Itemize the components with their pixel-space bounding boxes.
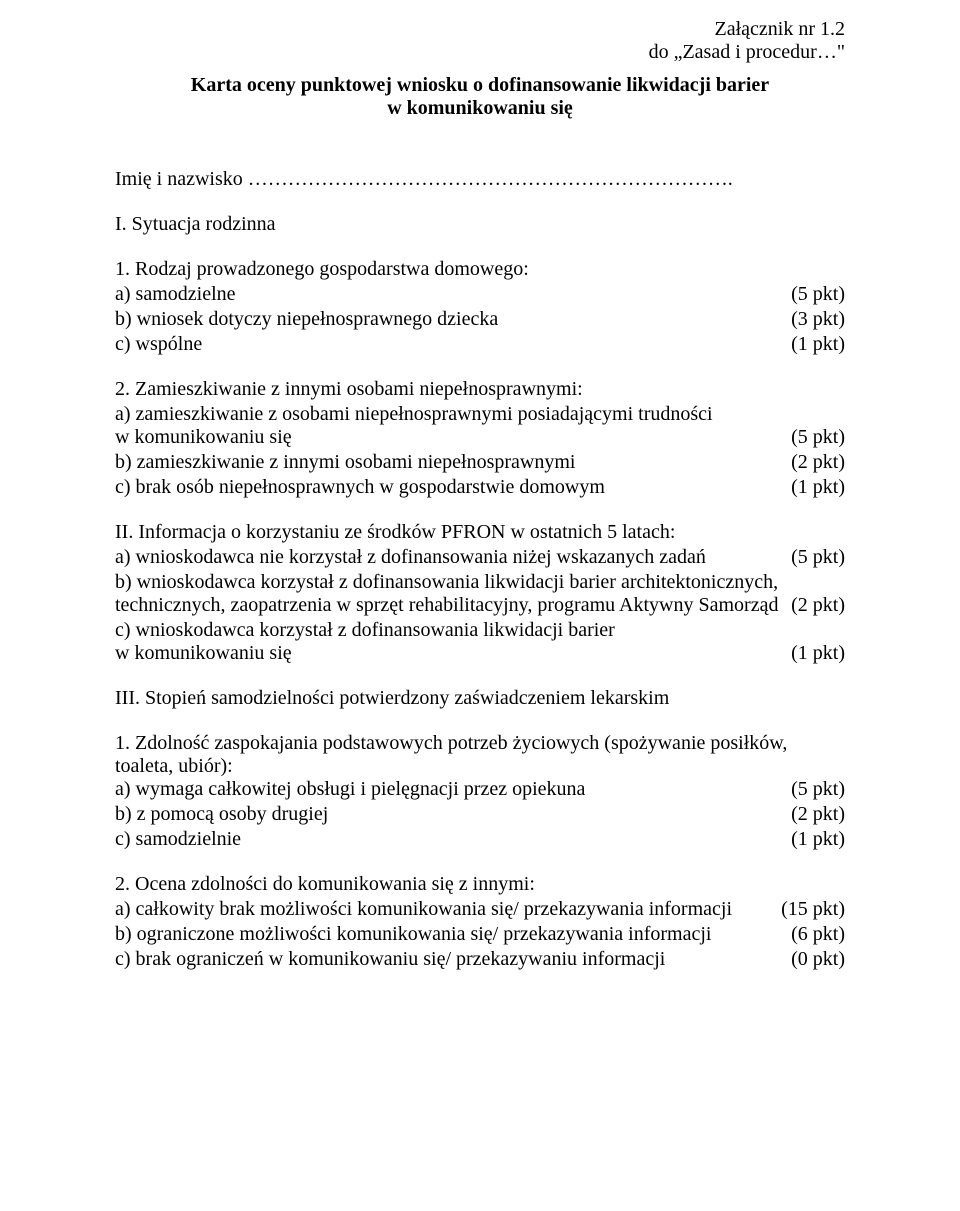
q1-b: b) wniosek dotyczy niepełnosprawnego dzi… xyxy=(115,308,845,331)
q2-a-line1: a) zamieszkiwanie z osobami niepełnospra… xyxy=(115,403,845,426)
section-iii-q1: 1. Zdolność zaspokajania podstawowych po… xyxy=(115,732,845,851)
section-ii: II. Informacja o korzystaniu ze środków … xyxy=(115,521,845,665)
ii-c-line2: w komunikowaniu się (1 pkt) xyxy=(115,642,845,665)
iii-q1-c-label: c) samodzielnie xyxy=(115,828,781,851)
iii-q2-b-label: b) ograniczone możliwości komunikowania … xyxy=(115,923,781,946)
q2-a-line2: w komunikowaniu się (5 pkt) xyxy=(115,426,845,449)
ii-c-line1: c) wnioskodawca korzystał z dofinansowan… xyxy=(115,619,845,642)
iii-q2-c-label: c) brak ograniczeń w komunikowaniu się/ … xyxy=(115,948,781,971)
iii-q2-b: b) ograniczone możliwości komunikowania … xyxy=(115,923,845,946)
q2-b: b) zamieszkiwanie z innymi osobami niepe… xyxy=(115,451,845,474)
q2-lead: 2. Zamieszkiwanie z innymi osobami niepe… xyxy=(115,378,845,401)
q2-b-label: b) zamieszkiwanie z innymi osobami niepe… xyxy=(115,451,781,474)
ii-b-line2: technicznych, zaopatrzenia w sprzęt reha… xyxy=(115,594,845,617)
section-i-q1: 1. Rodzaj prowadzonego gospodarstwa domo… xyxy=(115,258,845,356)
ii-a: a) wnioskodawca nie korzystał z dofinans… xyxy=(115,546,845,569)
iii-q2-b-pts: (6 pkt) xyxy=(781,923,845,946)
iii-q2-a-pts: (15 pkt) xyxy=(771,898,845,921)
section-iii-q2: 2. Ocena zdolności do komunikowania się … xyxy=(115,873,845,971)
q2-a-line2-pts: (5 pkt) xyxy=(781,426,845,449)
q2-c-label: c) brak osób niepełnosprawnych w gospoda… xyxy=(115,476,781,499)
q2-a-line2-label: w komunikowaniu się xyxy=(115,426,781,449)
ii-lead: II. Informacja o korzystaniu ze środków … xyxy=(115,521,845,544)
q2-b-pts: (2 pkt) xyxy=(781,451,845,474)
iii-q1-c-pts: (1 pkt) xyxy=(781,828,845,851)
iii-q1-a-label: a) wymaga całkowitej obsługi i pielęgnac… xyxy=(115,778,781,801)
name-line: Imię i nazwisko ………………………………………………………………… xyxy=(115,168,845,191)
iii-q1-b-label: b) z pomocą osoby drugiej xyxy=(115,803,781,826)
section-iii-heading: III. Stopień samodzielności potwierdzony… xyxy=(115,687,845,710)
ii-a-label: a) wnioskodawca nie korzystał z dofinans… xyxy=(115,546,781,569)
document-title: Karta oceny punktowej wniosku o dofinans… xyxy=(115,74,845,120)
q1-c-label: c) wspólne xyxy=(115,333,781,356)
iii-q2-c: c) brak ograniczeń w komunikowaniu się/ … xyxy=(115,948,845,971)
iii-q2-a: a) całkowity brak możliwości komunikowan… xyxy=(115,898,845,921)
ii-c-line2-pts: (1 pkt) xyxy=(781,642,845,665)
title-line1: Karta oceny punktowej wniosku o dofinans… xyxy=(115,74,845,97)
title-line2: w komunikowaniu się xyxy=(115,97,845,120)
ii-a-pts: (5 pkt) xyxy=(781,546,845,569)
q1-a: a) samodzielne (5 pkt) xyxy=(115,283,845,306)
q1-a-pts: (5 pkt) xyxy=(781,283,845,306)
q2-c-pts: (1 pkt) xyxy=(781,476,845,499)
iii-q1-lead2: toaleta, ubiór): xyxy=(115,755,845,778)
iii-q1-c: c) samodzielnie (1 pkt) xyxy=(115,828,845,851)
spacer xyxy=(115,148,845,168)
q1-c-pts: (1 pkt) xyxy=(781,333,845,356)
q2-c: c) brak osób niepełnosprawnych w gospoda… xyxy=(115,476,845,499)
iii-q1-b-pts: (2 pkt) xyxy=(781,803,845,826)
q1-a-label: a) samodzielne xyxy=(115,283,781,306)
attachment-header: Załącznik nr 1.2 do „Zasad i procedur…" xyxy=(115,18,845,64)
section-i-heading: I. Sytuacja rodzinna xyxy=(115,213,845,236)
iii-q1-b: b) z pomocą osoby drugiej (2 pkt) xyxy=(115,803,845,826)
section-i-q2: 2. Zamieszkiwanie z innymi osobami niepe… xyxy=(115,378,845,499)
ii-c-line2-label: w komunikowaniu się xyxy=(115,642,781,665)
q1-b-pts: (3 pkt) xyxy=(781,308,845,331)
iii-q1-a-pts: (5 pkt) xyxy=(781,778,845,801)
attachment-line2: do „Zasad i procedur…" xyxy=(115,41,845,64)
iii-q2-a-label: a) całkowity brak możliwości komunikowan… xyxy=(115,898,771,921)
q1-b-label: b) wniosek dotyczy niepełnosprawnego dzi… xyxy=(115,308,781,331)
q1-c: c) wspólne (1 pkt) xyxy=(115,333,845,356)
ii-b-line2-pts: (2 pkt) xyxy=(781,594,845,617)
ii-b-line1: b) wnioskodawca korzystał z dofinansowan… xyxy=(115,571,845,594)
ii-b-line2-label: technicznych, zaopatrzenia w sprzęt reha… xyxy=(115,594,781,617)
attachment-line1: Załącznik nr 1.2 xyxy=(115,18,845,41)
iii-q1-lead1: 1. Zdolność zaspokajania podstawowych po… xyxy=(115,732,845,755)
iii-q2-lead: 2. Ocena zdolności do komunikowania się … xyxy=(115,873,845,896)
iii-q1-a: a) wymaga całkowitej obsługi i pielęgnac… xyxy=(115,778,845,801)
iii-q2-c-pts: (0 pkt) xyxy=(781,948,845,971)
q1-lead: 1. Rodzaj prowadzonego gospodarstwa domo… xyxy=(115,258,845,281)
